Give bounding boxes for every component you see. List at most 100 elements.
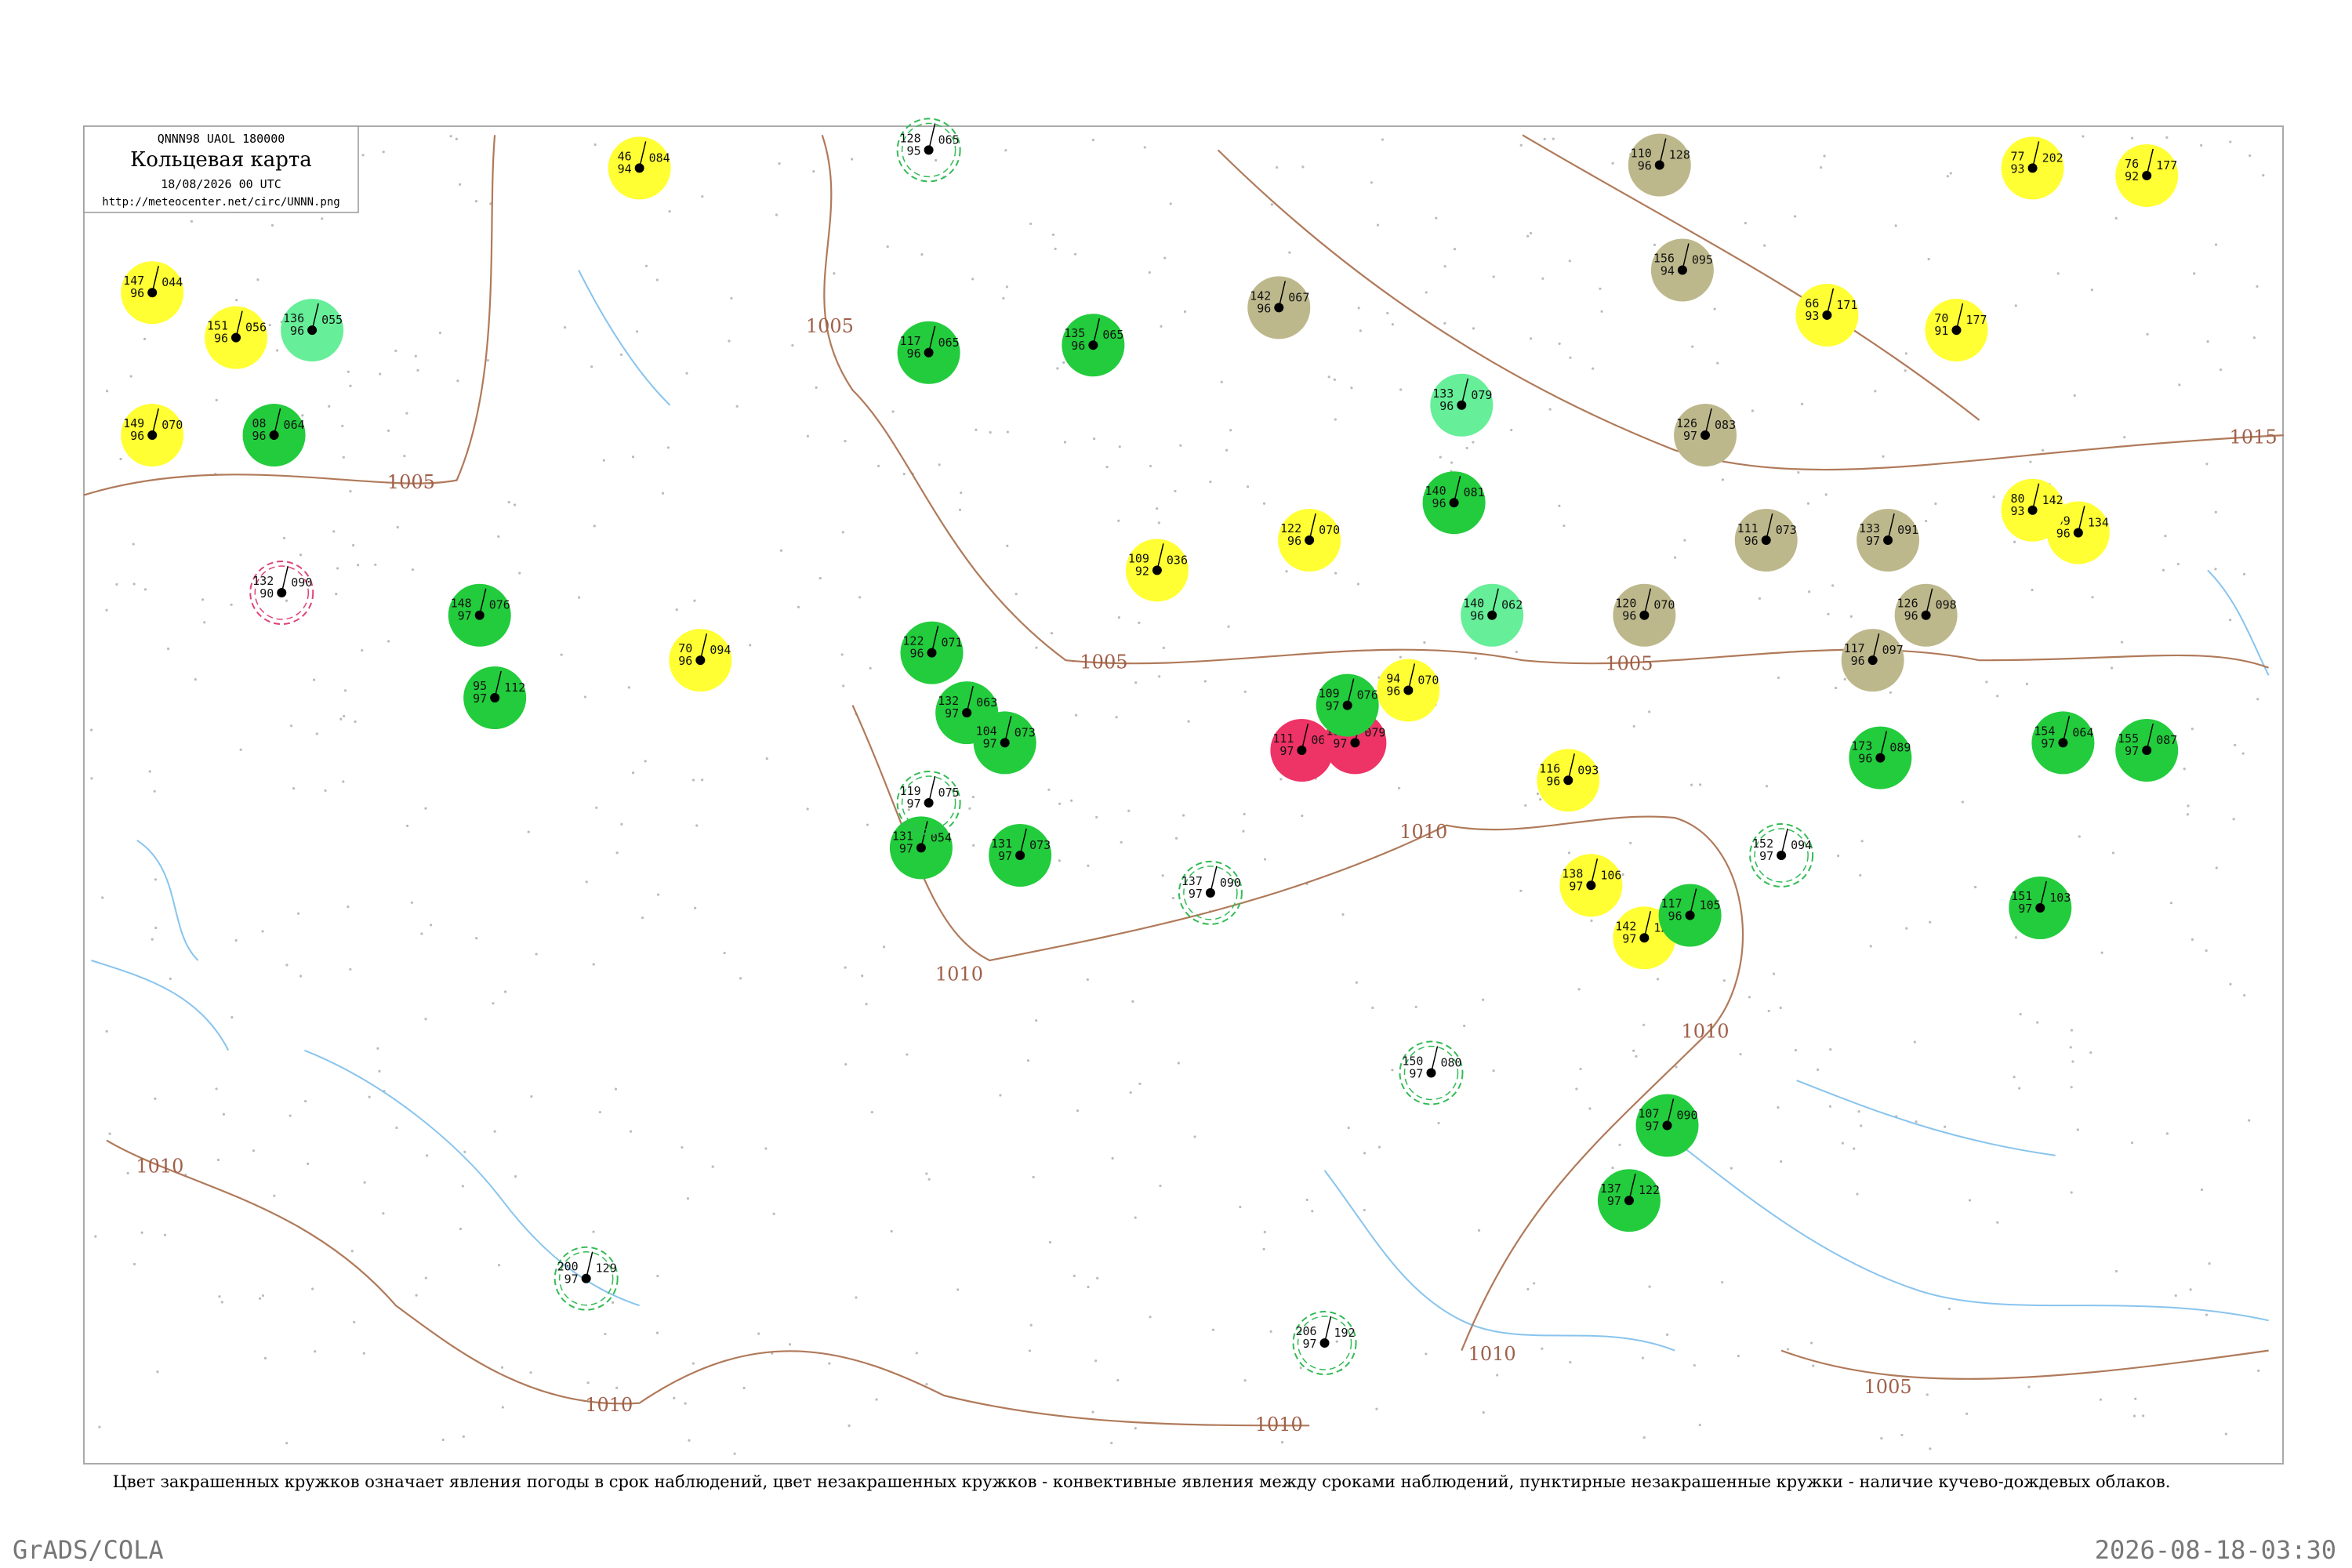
grid-dot	[363, 1181, 366, 1184]
grid-dot	[339, 717, 343, 720]
grid-dot	[968, 807, 971, 810]
dewpoint: 96	[1851, 654, 1865, 668]
grid-dot	[1115, 716, 1118, 719]
grid-dot	[350, 1250, 354, 1253]
grid-dot	[2036, 1021, 2039, 1024]
grid-dot	[1946, 175, 1949, 178]
pressure: 202	[2042, 151, 2063, 165]
temperature: 94	[1386, 671, 1400, 685]
grid-dot	[415, 1294, 418, 1297]
grid-dot	[615, 1386, 619, 1389]
grid-dot	[1437, 1121, 1440, 1125]
grid-dot	[285, 599, 289, 602]
grid-dot	[1577, 988, 1581, 991]
temperature: 151	[2011, 889, 2032, 903]
grid-dot	[1529, 231, 1533, 235]
grid-dot	[886, 245, 889, 249]
grid-dot	[1157, 521, 1160, 524]
grid-dot	[1399, 388, 1403, 391]
grid-dot	[1262, 1247, 1265, 1250]
wind-barb	[1323, 1316, 1332, 1344]
grid-dot	[960, 491, 963, 495]
temperature: 173	[1851, 739, 1872, 753]
grid-dot	[2164, 534, 2167, 538]
grid-dot	[1543, 137, 1546, 140]
temperature: 206	[1295, 1324, 1316, 1338]
grid-dot	[1748, 996, 1751, 999]
wind-barb	[1689, 888, 1697, 916]
dewpoint: 96	[1287, 534, 1301, 548]
grid-dot	[693, 599, 696, 602]
wind-barb	[1430, 1046, 1439, 1073]
grid-dot	[2130, 136, 2134, 140]
grid-dot	[514, 1175, 517, 1178]
grid-dot	[353, 1320, 356, 1324]
pressure: 073	[1776, 523, 1797, 537]
grid-dot	[958, 508, 962, 511]
grid-dot	[357, 564, 360, 567]
grid-dot	[94, 1235, 97, 1238]
grid-dot	[1095, 815, 1098, 818]
grid-dot	[2219, 368, 2223, 372]
pressure: 070	[1653, 598, 1675, 612]
isobar-line	[106, 1139, 1310, 1427]
grid-dot	[500, 1366, 504, 1369]
dewpoint: 97	[1302, 1337, 1316, 1351]
grid-dot	[934, 158, 938, 162]
wind-barb	[1704, 408, 1712, 436]
grid-dot	[2183, 768, 2186, 771]
grid-dot	[1110, 1441, 1113, 1445]
grid-dot	[1926, 1393, 1929, 1396]
dewpoint: 97	[1333, 736, 1347, 750]
grid-dot	[458, 183, 462, 186]
grid-dot	[2071, 1060, 2074, 1063]
grid-dot	[1831, 584, 1835, 587]
grid-dot	[685, 372, 688, 375]
pressure: 070	[162, 418, 183, 432]
grid-dot	[1305, 1198, 1308, 1202]
pressure: 080	[1440, 1056, 1461, 1070]
grid-dot	[1048, 1240, 1052, 1244]
grid-dot	[1138, 621, 1141, 624]
wind-barb	[2031, 141, 2040, 169]
temperature: 136	[283, 311, 304, 325]
wind-barb	[1461, 378, 1469, 405]
grid-dot	[343, 714, 346, 718]
grid-dot	[154, 1097, 157, 1100]
wind-barb	[931, 626, 939, 653]
grid-dot	[865, 1003, 868, 1006]
grid-dot	[2134, 1397, 2137, 1400]
grid-dot	[1239, 1205, 1242, 1209]
grid-dot	[1968, 1199, 1972, 1202]
isobar-label: 1005	[387, 471, 435, 493]
grid-dot	[2169, 902, 2173, 905]
grid-dot	[425, 1154, 429, 1157]
cb-ring	[554, 1246, 619, 1311]
wind-barb	[478, 588, 487, 615]
grid-dot	[1058, 859, 1061, 862]
isobars: 1005 1005 1005 1005 1005 1010 1010 1010 1010 1010…	[83, 134, 2285, 1436]
grid-dot	[1635, 1054, 1638, 1058]
grid-dot	[2193, 272, 2196, 275]
grid-dot	[2130, 1142, 2134, 1145]
pressure: 073	[1014, 725, 1036, 739]
temperature: 137	[1600, 1181, 1621, 1196]
pressure: 093	[1577, 763, 1599, 777]
grid-dot	[619, 353, 623, 356]
isobar-label: 1010	[1682, 1020, 1730, 1042]
wind-barb	[1955, 303, 1964, 331]
pressure: 128	[1669, 148, 1690, 162]
grid-dot	[1904, 352, 1907, 355]
grid-dot	[583, 695, 586, 699]
temperature: 133	[1432, 387, 1454, 401]
temperature: 109	[1128, 551, 1149, 565]
wind-barb	[494, 670, 502, 699]
grid-dot	[1193, 1135, 1196, 1138]
grid-dot	[1129, 1091, 1132, 1094]
grid-dot	[154, 926, 158, 930]
grid-dot	[2123, 436, 2126, 439]
background-features	[89, 135, 2270, 1455]
grid-dot	[2056, 272, 2060, 275]
isobar-label: 1010	[1468, 1343, 1516, 1365]
pressure: 056	[245, 321, 267, 335]
